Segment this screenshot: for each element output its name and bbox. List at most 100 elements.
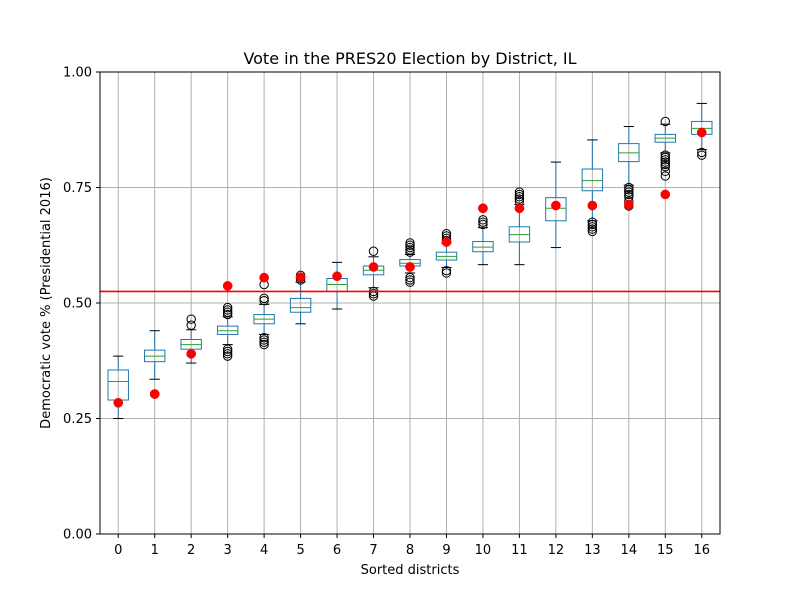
outlier-point	[587, 226, 598, 237]
enacted-plan-point	[186, 348, 197, 359]
y-axis-label: Democratic vote % (Presidential 2016)	[39, 177, 54, 429]
axis-ticks: 0 1 2 3 4 5 6 7 8 9 10 11 12 13 14 15 160.000.250.500.75…	[63, 66, 710, 559]
outlier-point	[587, 217, 598, 227]
outlier-point	[222, 351, 233, 361]
box-district-13	[581, 139, 604, 237]
outlier-point	[478, 215, 488, 225]
outlier-point	[441, 268, 452, 278]
box-body	[581, 168, 604, 192]
y-tick-label: 0.25	[63, 412, 92, 427]
outlier-point	[405, 275, 415, 285]
chart-title: Vote in the PRES20 Election by District,…	[243, 49, 576, 68]
enacted-plan-point	[222, 281, 233, 291]
outlier-point	[478, 219, 488, 230]
enacted-plan-point	[332, 271, 342, 282]
outlier-point	[222, 344, 233, 354]
x-tick-label: 11	[511, 543, 528, 558]
x-tick-label: 16	[693, 543, 710, 558]
outlier-point	[222, 346, 233, 357]
outlier-point	[660, 155, 670, 165]
outlier-point	[405, 245, 415, 255]
outlier-point	[405, 247, 415, 257]
outlier-point	[259, 335, 269, 345]
plot-data	[100, 102, 720, 419]
enacted-plan-point	[149, 389, 160, 399]
x-tick-label: 2	[187, 543, 195, 558]
outlier-point	[259, 295, 269, 306]
enacted-plan-point	[514, 203, 525, 214]
enacted-plan-point	[259, 272, 269, 283]
x-tick-label: 8	[406, 543, 414, 558]
outlier-point	[660, 162, 670, 172]
enacted-plan-point	[295, 272, 306, 282]
x-tick-label: 0	[114, 543, 122, 558]
outlier-point	[222, 302, 233, 313]
outlier-point	[624, 185, 634, 195]
outlier-point	[405, 238, 415, 248]
outlier-point	[222, 307, 233, 317]
enacted-plan-point	[478, 203, 488, 214]
enacted-plan-point	[696, 127, 707, 138]
outlier-point	[660, 157, 670, 167]
y-tick-label: 0.00	[63, 528, 92, 543]
outlier-point	[186, 320, 196, 330]
x-tick-label: 7	[369, 543, 377, 558]
outlier-point	[660, 116, 670, 127]
outlier-point	[660, 152, 670, 163]
outlier-point	[697, 150, 707, 160]
outlier-point	[624, 182, 634, 193]
outlier-point	[405, 242, 415, 253]
outlier-point	[660, 159, 670, 170]
outlier-point	[514, 192, 525, 202]
enacted-plan-point	[623, 199, 634, 210]
outlier-point	[259, 339, 269, 350]
x-tick-label: 12	[548, 543, 565, 558]
outlier-point	[624, 187, 634, 197]
outlier-point	[697, 147, 707, 158]
outlier-point	[259, 293, 269, 304]
box-body	[545, 197, 567, 222]
outlier-point	[587, 219, 598, 230]
x-tick-label: 6	[333, 543, 341, 558]
outlier-point	[368, 246, 379, 256]
y-tick-label: 0.75	[63, 181, 92, 196]
box-district-14	[618, 126, 640, 211]
box-district-11	[508, 187, 531, 266]
enacted-plan-point	[441, 237, 452, 247]
outlier-point	[624, 189, 634, 200]
x-tick-label: 5	[296, 543, 304, 558]
outlier-point	[222, 309, 233, 320]
outlier-point	[405, 272, 415, 283]
outlier-point	[259, 337, 269, 347]
x-tick-label: 15	[657, 543, 674, 558]
x-tick-label: 1	[151, 543, 159, 558]
box-district-12	[545, 161, 567, 249]
outlier-point	[514, 189, 525, 200]
outlier-point	[587, 224, 598, 234]
outlier-point	[660, 166, 670, 177]
x-axis-label: Sorted districts	[361, 563, 460, 578]
enacted-plan-point	[587, 200, 598, 211]
outlier-point	[222, 349, 233, 359]
enacted-plan-point	[368, 262, 379, 272]
enacted-plan-point	[660, 189, 671, 200]
enacted-plan-point	[113, 397, 124, 408]
x-tick-label: 10	[475, 543, 492, 558]
outlier-point	[368, 289, 379, 299]
outlier-point	[441, 265, 452, 276]
box-district-15	[654, 116, 677, 181]
enacted-plan-point	[405, 262, 415, 272]
outlier-point	[478, 217, 488, 227]
outlier-point	[660, 171, 670, 181]
outlier-point	[405, 240, 415, 250]
outlier-point	[587, 222, 598, 232]
outlier-point	[259, 332, 269, 343]
outlier-point	[405, 277, 415, 287]
x-tick-label: 13	[584, 543, 601, 558]
x-tick-label: 4	[260, 543, 268, 558]
enacted-plan-point	[551, 200, 561, 211]
outlier-point	[660, 150, 670, 160]
